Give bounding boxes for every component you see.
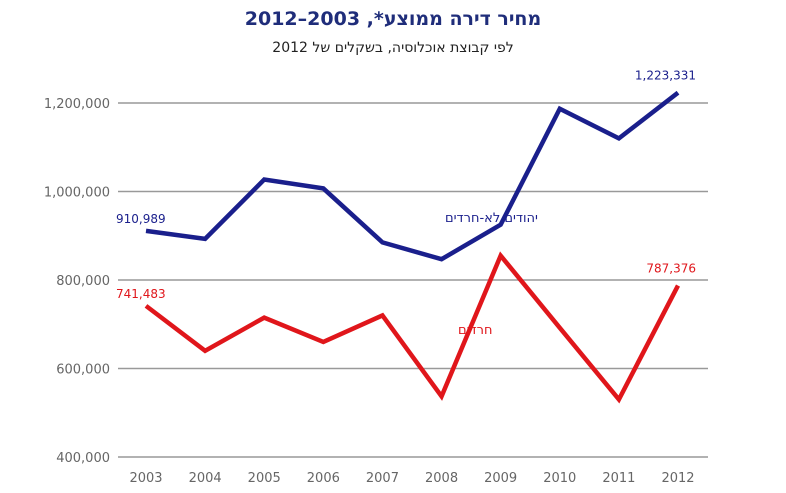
x-tick-label: 2011 xyxy=(602,471,635,486)
x-tick-label: 2005 xyxy=(248,471,281,486)
x-tick-label: 2010 xyxy=(543,471,576,486)
y-tick-label: 600,000 xyxy=(56,363,110,378)
x-tick-label: 2003 xyxy=(129,471,162,486)
x-tick-label: 2007 xyxy=(366,471,399,486)
data-label: 910,989 xyxy=(116,212,166,226)
y-tick-label: 800,000 xyxy=(56,274,110,289)
data-label: 1,223,331 xyxy=(635,69,696,83)
x-tick-label: 2006 xyxy=(307,471,340,486)
y-tick-label: 1,000,000 xyxy=(44,186,110,201)
x-tick-label: 2012 xyxy=(661,471,694,486)
chart-title: מחיר דירה ממוצע*, 2003–2012 xyxy=(244,8,542,30)
chart-subtitle: לפי קבוצת אוכלוסיה, בשקלים של 2012 xyxy=(272,40,514,56)
x-tick-label: 2009 xyxy=(484,471,517,486)
x-tick-label: 2008 xyxy=(425,471,458,486)
x-tick-label: 2004 xyxy=(189,471,222,486)
y-tick-label: 1,200,000 xyxy=(44,97,110,112)
y-tick-label: 400,000 xyxy=(56,451,110,466)
series-line xyxy=(145,90,680,262)
data-label: 787,376 xyxy=(646,262,696,276)
series-name-label: יהודים לא-חרדים xyxy=(445,211,538,226)
series-name-label: חרדים xyxy=(458,323,492,338)
data-label: 741,483 xyxy=(116,287,166,301)
series-line xyxy=(144,251,680,404)
